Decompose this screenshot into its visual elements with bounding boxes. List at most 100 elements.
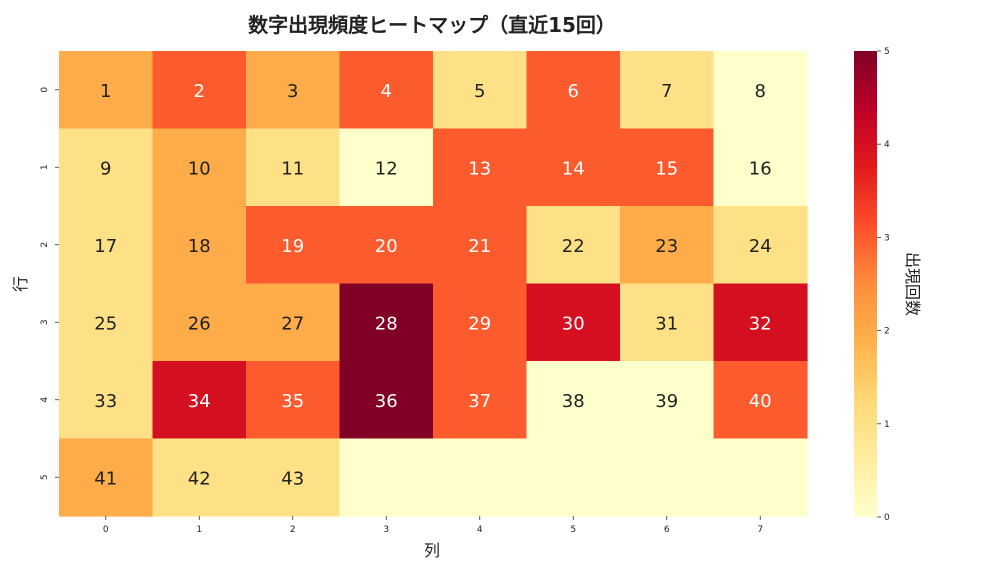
cell-label: 41 [94,468,117,489]
y-tick-label: 1 [40,164,50,170]
heatmap-cell [713,128,808,207]
cell-label: 32 [749,313,772,334]
cell-label: 1 [100,81,111,102]
heatmap-cell [246,438,341,517]
heatmap-cell [246,361,341,440]
cell-label: 3 [287,81,298,102]
heatmap-cell [339,361,434,440]
cell-label: 11 [281,158,304,179]
cell-label: 25 [94,313,117,334]
heatmap-cell [526,128,621,207]
heatmap-cell [713,438,808,517]
heatmap-cell [339,206,434,285]
heatmap-cell [152,206,247,285]
cell-label: 12 [375,158,398,179]
y-tick-label: 3 [40,319,50,325]
heatmap-cell [246,206,341,285]
heatmap-cell [152,283,247,362]
heatmap-cell [246,283,341,362]
heatmap-cell [59,283,154,362]
heatmap-cell [59,206,154,285]
heatmap-cell [433,128,528,207]
heatmap-cell [59,438,154,517]
cell-label: 24 [749,236,772,257]
cell-label: 33 [94,391,117,412]
heatmap-cell [713,206,808,285]
x-axis-ticks: 0 1 2 3 4 5 6 7 [103,516,763,535]
heatmap-cell [152,361,247,440]
cell-label: 30 [562,313,585,334]
colorbar-ticks: 0 1 2 3 4 5 [877,47,890,523]
heatmap-cell [620,283,715,362]
cell-label: 36 [375,391,398,412]
cell-label: 35 [281,391,304,412]
x-tick-label: 7 [757,525,763,535]
heatmap-cell [152,51,247,130]
heatmap-cell [526,206,621,285]
cell-label: 37 [468,391,491,412]
heatmap-cell [526,283,621,362]
heatmap-cell [339,128,434,207]
cell-label: 19 [281,236,304,257]
heatmap-cell [339,51,434,130]
cell-label: 13 [468,158,491,179]
cell-label: 38 [562,391,585,412]
colorbar-tick-label: 4 [884,140,890,150]
cell-label: 5 [474,81,485,102]
cell-label: 18 [188,236,211,257]
heatmap-cell [526,51,621,130]
heatmap-cell [152,438,247,517]
cell-label: 9 [100,158,111,179]
x-tick-label: 3 [383,525,389,535]
heatmap-cell [339,438,434,517]
y-axis-label: 行 [11,276,30,292]
cell-label: 42 [188,468,211,489]
cell-label: 14 [562,158,585,179]
cell-label: 2 [194,81,205,102]
heatmap-cell [433,206,528,285]
cell-label: 7 [661,81,672,102]
cell-label: 27 [281,313,304,334]
cell-label: 39 [655,391,678,412]
cell-label: 22 [562,236,585,257]
x-tick-label: 6 [664,525,670,535]
heatmap-cell [59,361,154,440]
colorbar-tick-label: 3 [884,233,890,243]
cell-label: 10 [188,158,211,179]
heatmap-cell [59,51,154,130]
heatmap-cell [620,206,715,285]
heatmap-cell [433,51,528,130]
x-tick-label: 2 [290,525,296,535]
heatmap-cell [526,438,621,517]
heatmap-cell [713,51,808,130]
y-tick-label: 5 [40,474,50,480]
cell-label: 28 [375,313,398,334]
cell-label: 23 [655,236,678,257]
cell-label: 29 [468,313,491,334]
heatmap-cell [433,283,528,362]
heatmap-cell [246,51,341,130]
y-tick-label: 0 [40,87,50,93]
cell-label: 31 [655,313,678,334]
cell-label: 20 [375,236,398,257]
heatmap-cell [152,128,247,207]
cell-label: 40 [749,391,772,412]
colorbar-tick-label: 5 [884,47,890,57]
heatmap-cell [433,361,528,440]
cell-label: 34 [188,391,211,412]
heatmap-cell [620,438,715,517]
heatmap-cell [620,128,715,207]
colorbar-tick-label: 2 [884,327,890,337]
colorbar-tick-label: 1 [884,420,890,430]
y-tick-label: 2 [40,242,50,248]
x-tick-label: 4 [477,525,483,535]
x-tick-label: 5 [570,525,576,535]
heatmap-cell [59,128,154,207]
heatmap-cell [620,361,715,440]
colorbar-label: 出現回数 [903,252,922,316]
x-tick-label: 0 [103,525,109,535]
cell-label: 6 [568,81,579,102]
cell-label: 8 [755,81,766,102]
